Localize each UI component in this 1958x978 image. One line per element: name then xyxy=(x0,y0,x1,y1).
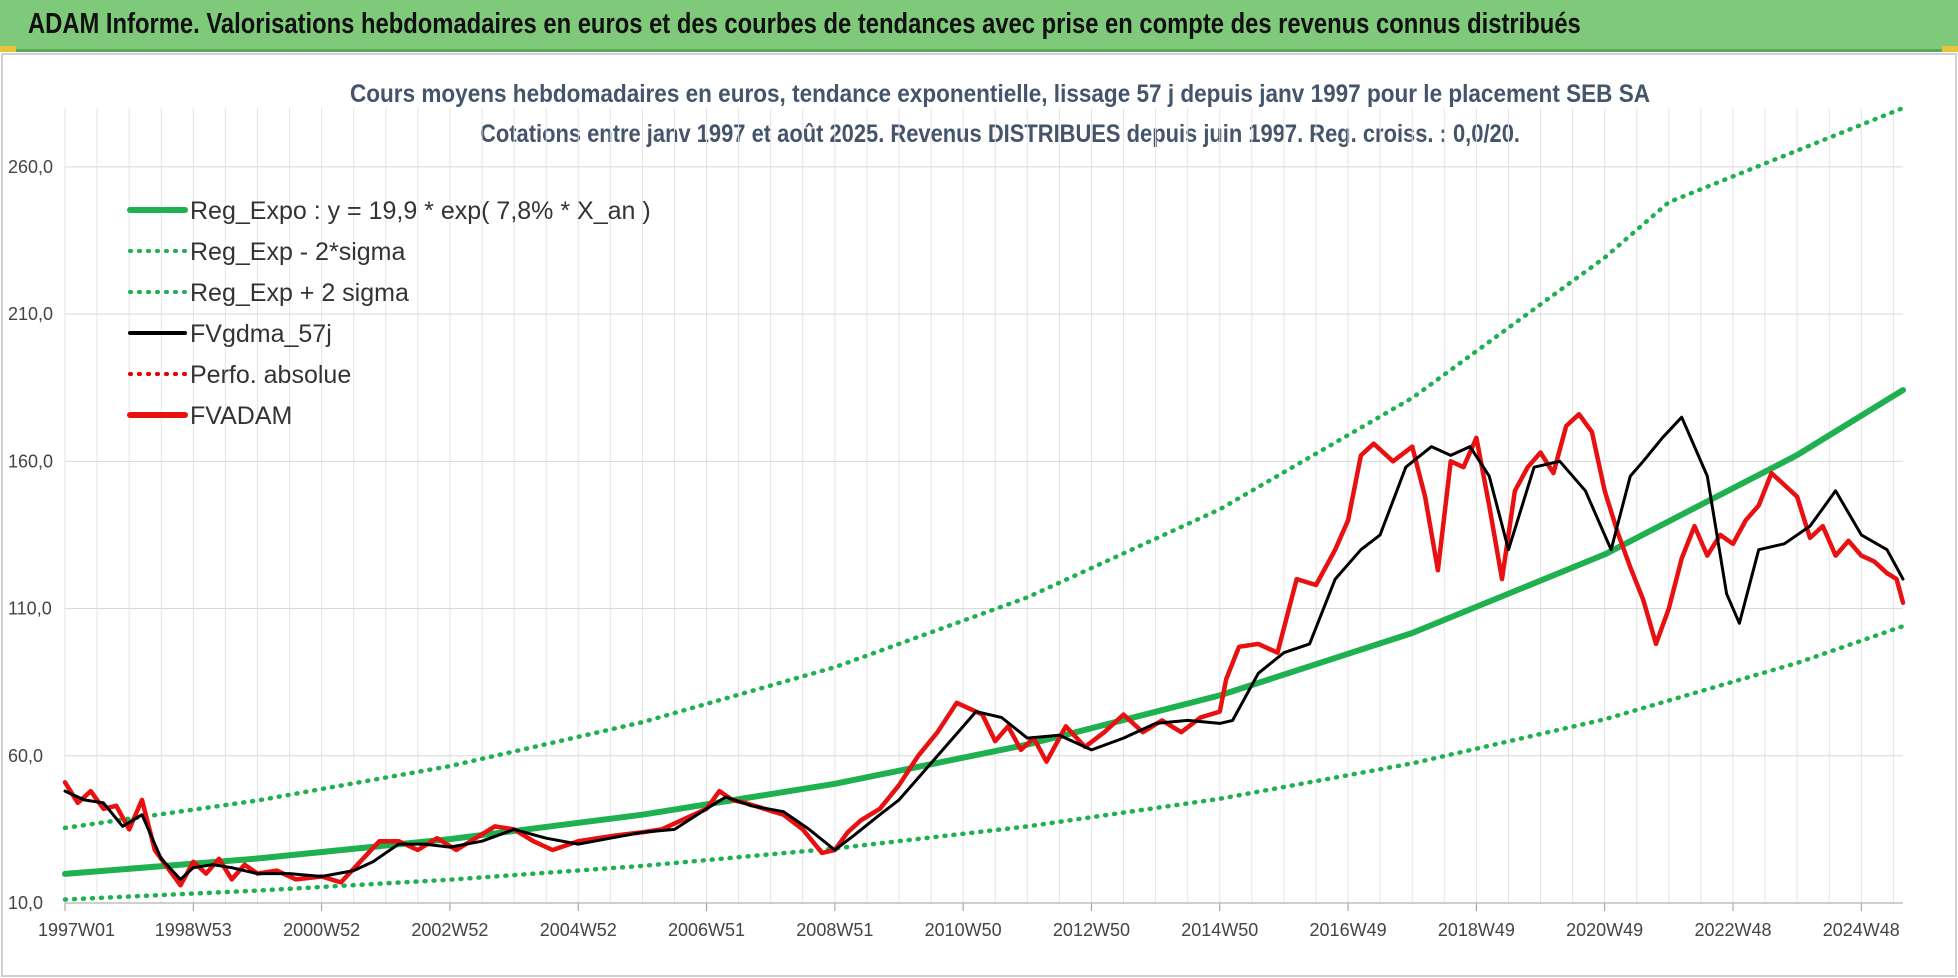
series-layer xyxy=(62,105,1906,902)
x-tick-label: 1998W53 xyxy=(155,920,232,940)
x-tick-label: 2012W50 xyxy=(1053,920,1130,940)
y-tick-label: 10,0 xyxy=(8,893,43,913)
chart-subtitle: Cotations entre janv 1997 et août 2025. … xyxy=(480,120,1520,148)
series-line xyxy=(62,623,1906,902)
y-tick-label: 210,0 xyxy=(8,304,53,324)
legend-label: Perfo. absolue xyxy=(190,361,351,389)
chart-title: Cours moyens hebdomadaires en euros, ten… xyxy=(350,80,1650,108)
x-tick-label: 2022W48 xyxy=(1694,920,1771,940)
x-tick-label: 2008W51 xyxy=(796,920,873,940)
header-title: ADAM Informe. Valorisations hebdomadaire… xyxy=(28,8,1581,40)
series-line xyxy=(62,105,1906,831)
grid xyxy=(64,108,1903,904)
corner-marker xyxy=(0,46,16,52)
legend-label: FVgdma_57j xyxy=(190,320,332,348)
x-tick-label: 2010W50 xyxy=(925,920,1002,940)
x-tick-label: 2024W48 xyxy=(1823,920,1900,940)
x-tick-label: 2004W52 xyxy=(540,920,617,940)
x-tick-label: 2020W49 xyxy=(1566,920,1643,940)
legend-label: Reg_Exp - 2*sigma xyxy=(190,238,405,266)
y-tick-label: 160,0 xyxy=(8,451,53,471)
x-tick-label: 2002W52 xyxy=(411,920,488,940)
x-tick-label: 2016W49 xyxy=(1310,920,1387,940)
x-tick-label: 1997W01 xyxy=(38,920,115,940)
series-line xyxy=(62,387,1906,877)
y-tick-label: 110,0 xyxy=(8,599,52,619)
x-tick-label: 2000W52 xyxy=(283,920,360,940)
legend-label: Reg_Exp + 2 sigma xyxy=(190,279,409,307)
x-tick-label: 2014W50 xyxy=(1181,920,1258,940)
series-line xyxy=(62,411,1906,888)
x-tick-label: 2006W51 xyxy=(668,920,745,940)
header-banner: ADAM Informe. Valorisations hebdomadaire… xyxy=(0,0,1958,52)
corner-marker xyxy=(1942,46,1958,52)
y-tick-label: 260,0 xyxy=(8,157,53,177)
axes: 10,0 60,0 110,0 160,0 210,0 260,0 1997W01 1998W… xyxy=(8,157,1903,940)
legend-label: Reg_Expo : y = 19,9 * exp( 7,8% * X_an ) xyxy=(190,197,651,225)
chart-frame xyxy=(1,53,1957,977)
series-line xyxy=(63,415,1905,881)
y-tick-label: 60,0 xyxy=(8,746,43,766)
x-tick-label: 2018W49 xyxy=(1438,920,1515,940)
legend: Reg_Expo : y = 19,9 * exp( 7,8% * X_an )… xyxy=(127,197,651,430)
legend-label: FVADAM xyxy=(190,402,292,430)
